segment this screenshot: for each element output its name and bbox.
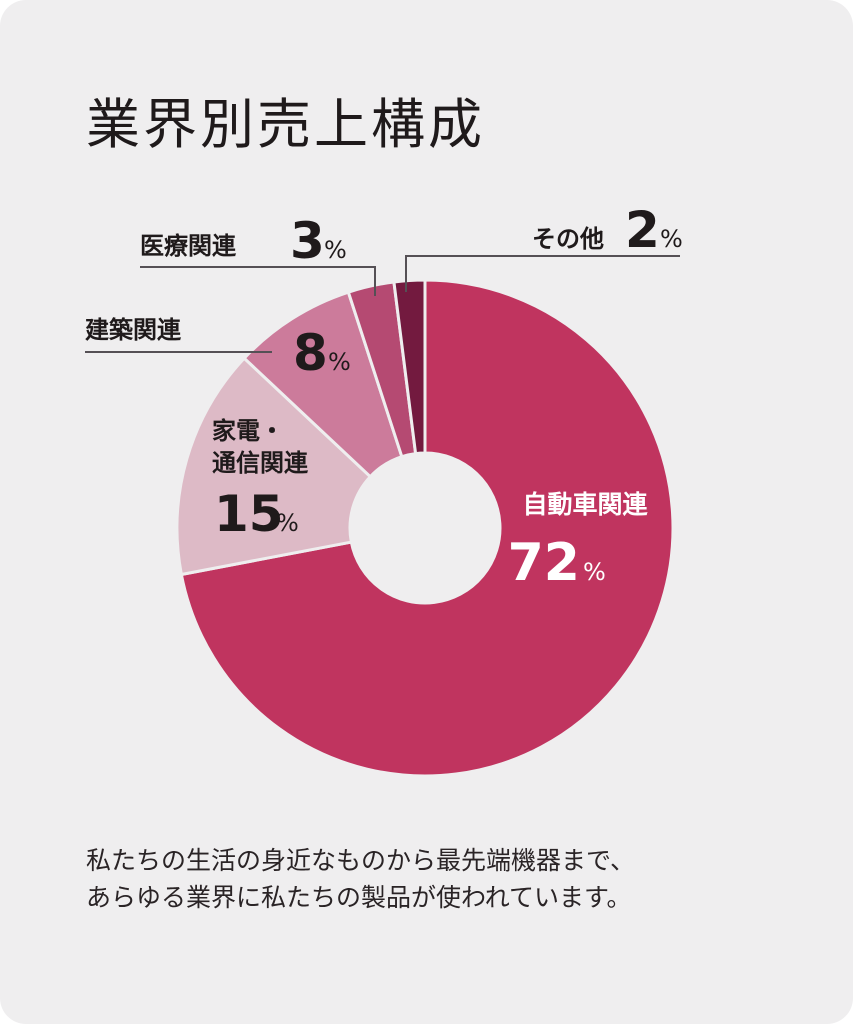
- caption-line-1: 私たちの生活の身近なものから最先端機器まで、: [86, 846, 636, 875]
- donut-slices: [175, 278, 675, 778]
- slice-value-medical: 3: [290, 212, 325, 270]
- slice-unit-appliance: %: [276, 509, 299, 537]
- slice-label-medical: 医療関連: [140, 232, 237, 260]
- caption-line-2: あらゆる業界に私たちの製品が使われています。: [86, 883, 632, 912]
- slice-value-auto: 72: [508, 533, 580, 593]
- chart-title: 業界別売上構成: [86, 93, 485, 156]
- leader-lines: [85, 255, 680, 353]
- slice-unit-construction: %: [328, 348, 351, 376]
- slice-unit-medical: %: [324, 236, 347, 264]
- slice-unit-other: %: [660, 225, 683, 253]
- slice-value-construction: 8: [293, 324, 328, 382]
- leader-line-other: [405, 255, 680, 292]
- slice-value-appliance: 15: [214, 485, 284, 543]
- slice-label-appliance-line1: 家電・: [212, 417, 284, 445]
- slice-label-appliance-line2: 通信関連: [212, 449, 309, 477]
- donut-slice-auto: [179, 278, 675, 778]
- slice-label-other: その他: [532, 225, 604, 253]
- caption: 私たちの生活の身近なものから最先端機器まで、 あらゆる業界に私たちの製品が使われ…: [86, 842, 806, 916]
- slice-unit-auto: %: [583, 558, 606, 586]
- donut-slice-other: [392, 278, 427, 456]
- slice-label-construction: 建築関連: [85, 316, 182, 344]
- leader-line-medical: [140, 266, 376, 296]
- slice-value-other: 2: [625, 201, 660, 259]
- slice-label-auto: 自動車関連: [522, 490, 648, 519]
- donut-slice-appliance: [175, 356, 373, 577]
